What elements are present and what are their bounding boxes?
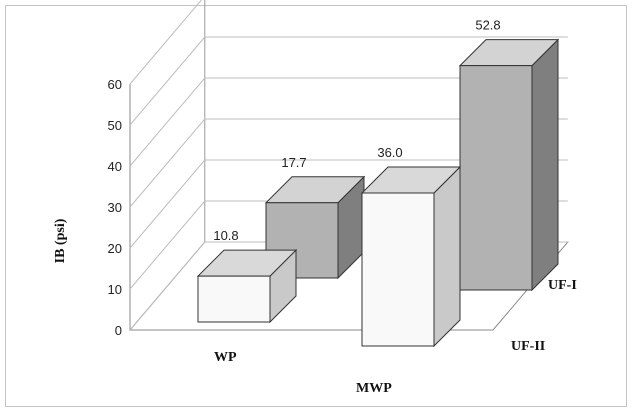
x-category-label-wp: WP — [214, 350, 237, 365]
y-tick-label: 10 — [108, 282, 122, 297]
gridline — [129, 118, 568, 208]
y-tick-label: 40 — [108, 159, 122, 174]
bar-mwp-uf-i-front — [459, 65, 533, 291]
labels-group: IB (psi) WP MWP UF-I UF-II 0 10 20 30 40 50 60… — [53, 18, 577, 396]
bar-mwp-uf-ii-front — [361, 192, 435, 347]
bar-wp-uf-i-value-label: 17.7 — [281, 155, 306, 170]
depth-series-label-uf-i: UF-I — [548, 278, 577, 293]
y-tick-label: 50 — [108, 118, 122, 133]
y-tick-label: 0 — [115, 323, 122, 338]
bars-group — [196, 38, 560, 348]
depth-series-label-uf-ii: UF-II — [511, 339, 545, 354]
bar-mwp-uf-ii-side — [433, 165, 461, 348]
bar-mwp-uf-i-value-label: 52.8 — [475, 18, 500, 33]
gridline — [129, 36, 568, 126]
x-category-label-mwp: MWP — [356, 381, 392, 396]
y-axis-title: IB (psi) — [53, 218, 68, 263]
y-tick-label: 30 — [108, 200, 122, 215]
y-tick-label: 20 — [108, 241, 122, 256]
gridline — [129, 77, 568, 167]
bar-wp-uf-ii-value-label: 10.8 — [213, 228, 238, 243]
gridline — [129, 0, 203, 85]
y-tick-label: 60 — [108, 77, 122, 92]
bar-mwp-uf-i-side — [531, 38, 559, 292]
bar-mwp-uf-ii-value-label: 36.0 — [377, 145, 402, 160]
gridline — [129, 159, 568, 249]
bar-wp-uf-ii-front — [197, 275, 271, 323]
